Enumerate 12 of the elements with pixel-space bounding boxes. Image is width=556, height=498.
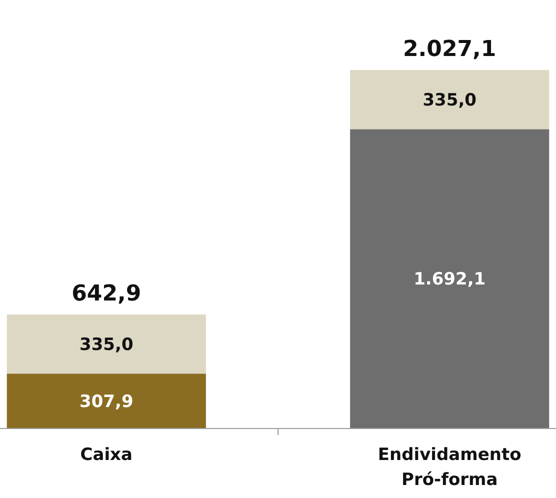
bar [6,314,206,374]
data-label: 1.692,1 [414,270,486,290]
total-label: 642,9 [72,281,142,306]
x-tick-label: Caixa [80,445,133,465]
bar [350,129,550,428]
data-label: 335,0 [80,334,134,355]
data-label: 307,9 [80,392,134,412]
data-label: 335,0 [422,90,477,111]
bar [6,374,206,428]
total-label: 2.027,1 [402,37,496,62]
bar [350,70,550,130]
x-tick-label: Endividamento Pró-forma [378,445,522,490]
